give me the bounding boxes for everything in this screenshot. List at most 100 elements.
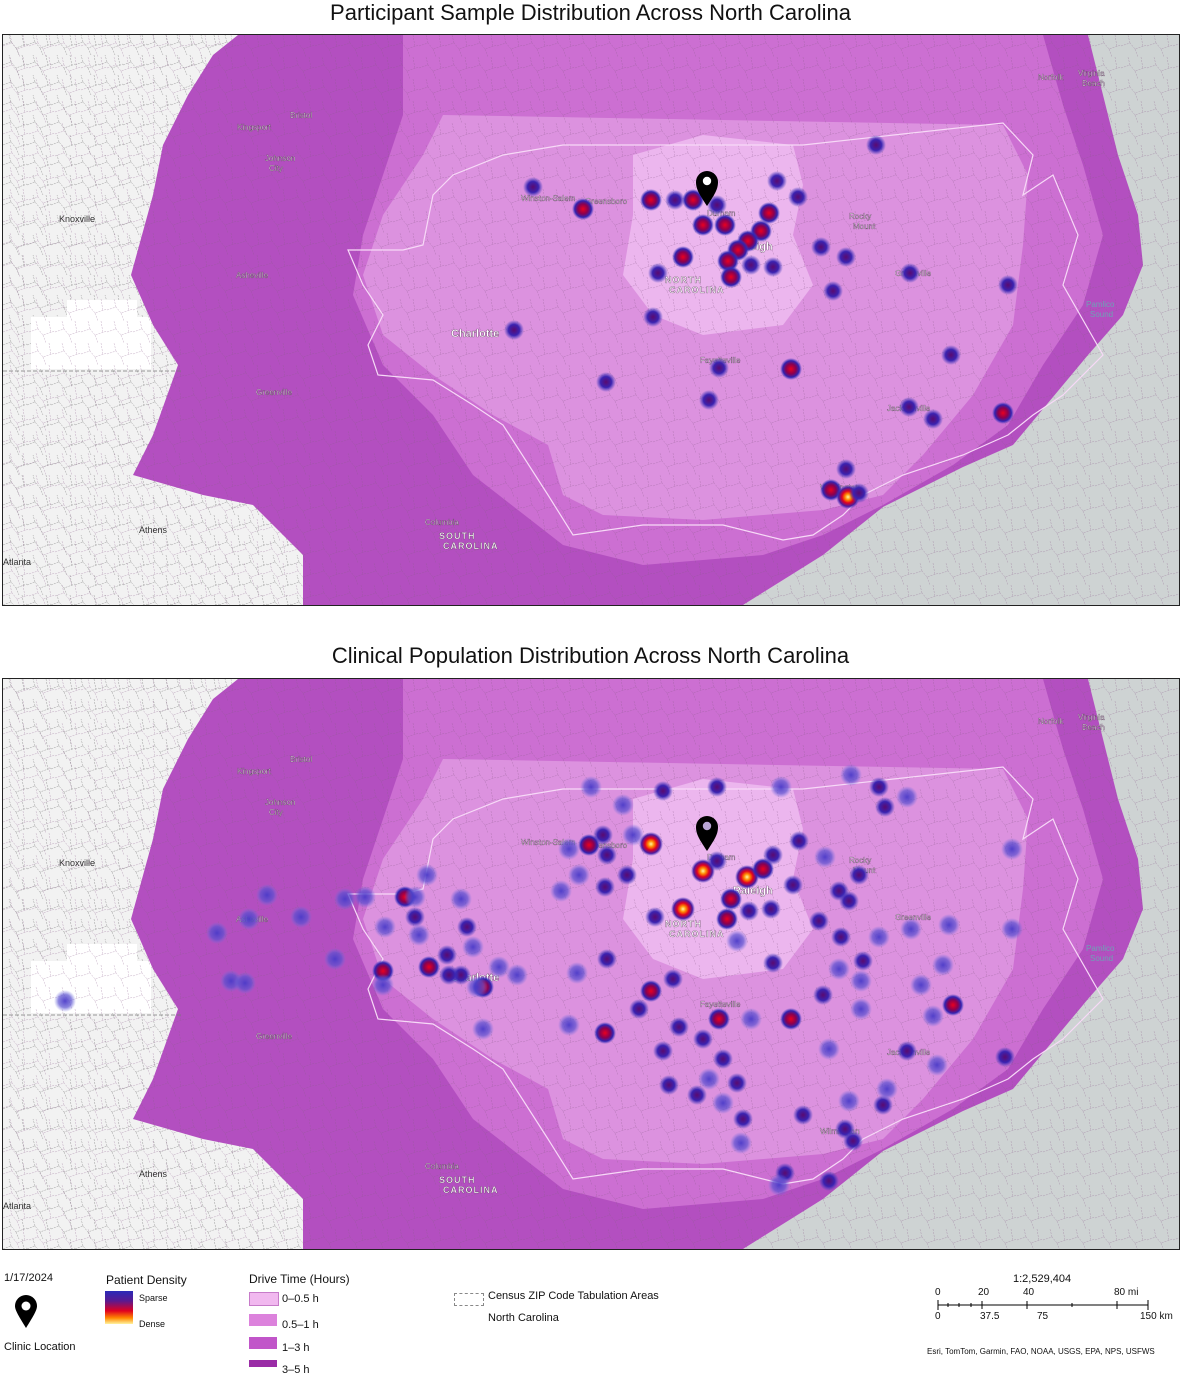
water-label-pamlico-sound: Pamlico	[1086, 944, 1115, 953]
drive-label-1-3: 1–3 h	[282, 1342, 310, 1354]
clinic-location-icon[interactable]	[696, 816, 718, 851]
density-hotspot	[713, 1049, 733, 1069]
city-label-greensboro: Greensboro	[585, 197, 628, 206]
city-label-virginia-beach: Virginia	[1078, 713, 1105, 722]
density-hotspot	[922, 1005, 944, 1027]
bottom-map-title: Clinical Population Distribution Across …	[331, 643, 850, 668]
state-label-south-carolina: CAROLINA	[443, 1185, 499, 1195]
density-hotspot	[462, 936, 484, 958]
water-label-pamlico-sound: Pamlico	[1086, 300, 1115, 309]
density-hotspot	[612, 794, 634, 816]
city-label-virginia-beach: Beach	[1082, 723, 1105, 732]
drive-swatch-1-3	[249, 1337, 277, 1349]
density-hotspot	[814, 846, 836, 868]
density-hotspot	[819, 1171, 839, 1191]
density-hotspot	[818, 1038, 840, 1060]
density-hotspot	[758, 202, 780, 224]
city-label-columbia: Columbia	[425, 518, 459, 527]
density-dense-label: Dense	[139, 1319, 166, 1329]
density-hotspot	[811, 237, 831, 257]
density-hotspot	[843, 1131, 863, 1151]
city-label-johnson-city: City	[269, 164, 283, 173]
city-label-atlanta: Atlanta	[3, 1201, 31, 1211]
city-label-athens: Athens	[139, 525, 168, 535]
density-hotspot	[669, 1017, 689, 1037]
density-hotspot	[763, 953, 783, 973]
density-hotspot	[506, 964, 528, 986]
density-hotspot	[788, 187, 808, 207]
density-hotspot	[645, 907, 665, 927]
density-hotspot	[868, 926, 890, 948]
density-hotspot	[672, 246, 694, 268]
density-hotspot	[439, 965, 459, 985]
state-label-north-carolina: CAROLINA	[669, 285, 725, 295]
nc-state-boundary	[347, 122, 1104, 541]
density-hotspot	[663, 969, 683, 989]
density-hotspot	[665, 190, 685, 210]
density-hotspot	[374, 916, 396, 938]
density-hotspot	[900, 918, 922, 940]
density-hotspot	[910, 974, 932, 996]
density-hotspot	[741, 255, 761, 275]
density-hotspot	[682, 189, 704, 211]
density-hotspot	[840, 764, 862, 786]
city-label-knoxville: Knoxville	[59, 214, 95, 224]
city-label-bristol: Bristol	[290, 111, 312, 120]
density-hotspot	[54, 990, 76, 1012]
density-hotspot	[659, 1075, 679, 1095]
density-hotspot	[334, 888, 356, 910]
density-hotspot	[789, 831, 809, 851]
city-label-fayetteville: Fayetteville	[700, 1000, 741, 1009]
density-hotspot	[838, 1090, 860, 1112]
scale-bar	[937, 1300, 1149, 1310]
density-hotspot	[622, 824, 644, 846]
water-label-pamlico-sound: Sound	[1090, 954, 1113, 963]
density-hotspot	[450, 888, 472, 910]
city-label-greenville-sc: Greenville	[256, 388, 293, 397]
density-hotspot	[692, 214, 714, 236]
density-hotspot	[238, 908, 260, 930]
clinic-location-label: Clinic Location	[4, 1341, 76, 1353]
city-label-knoxville: Knoxville	[59, 858, 95, 868]
map-date: 1/17/2024	[4, 1272, 53, 1284]
map-legend: 1/17/2024 Clinic Location Patient Densit…	[0, 1265, 1181, 1377]
city-label-greenville-sc: Greenville	[256, 1032, 293, 1041]
zcta-label: Census ZIP Code Tabulation Areas	[488, 1290, 659, 1302]
clinical-population-map[interactable]: CharlotteRaleighWinston-SalemGreensboroD…	[2, 678, 1180, 1250]
density-hotspot	[849, 483, 869, 503]
city-label-winston-salem: Winston-Salem	[521, 194, 576, 203]
clinic-location-legend-icon	[15, 1295, 37, 1328]
top-map-title: Participant Sample Distribution Across N…	[330, 0, 851, 25]
density-hotspot	[617, 865, 637, 885]
density-hotspot	[640, 189, 662, 211]
density-hotspot	[763, 845, 783, 865]
density-hotspot	[938, 914, 960, 936]
density-hotspot	[580, 776, 602, 798]
drive-time-title: Drive Time (Hours)	[249, 1272, 350, 1286]
density-hotspot	[850, 998, 872, 1020]
density-hotspot	[853, 951, 873, 971]
density-hotspot	[595, 877, 615, 897]
density-hotspot	[572, 198, 594, 220]
density-hotspot	[740, 1008, 762, 1030]
density-hotspot	[472, 1018, 494, 1040]
participant-sample-map[interactable]: CharlotteRaleighWinston-SalemGreensboroD…	[2, 34, 1180, 606]
density-hotspot	[739, 901, 759, 921]
density-hotspot	[488, 956, 510, 978]
density-hotspot	[643, 307, 663, 327]
density-hotspot	[558, 1014, 580, 1036]
city-label-bristol: Bristol	[290, 755, 312, 764]
clinic-location-icon[interactable]	[696, 171, 718, 206]
density-hotspot	[836, 247, 856, 267]
nc-state-boundary	[347, 766, 1104, 1185]
city-label-rocky-mount: Mount	[853, 222, 876, 231]
scale-km-150: 150 km	[1140, 1311, 1173, 1322]
density-hotspot	[648, 263, 668, 283]
density-hotspot	[693, 1029, 713, 1049]
state-label-north-carolina: CAROLINA	[669, 929, 725, 939]
density-hotspot	[849, 865, 869, 885]
scale-km-37-5: 37.5	[980, 1311, 1000, 1322]
density-hotspot	[998, 275, 1018, 295]
density-hotspot	[596, 372, 616, 392]
scale-mi-40: 40	[1023, 1287, 1035, 1298]
